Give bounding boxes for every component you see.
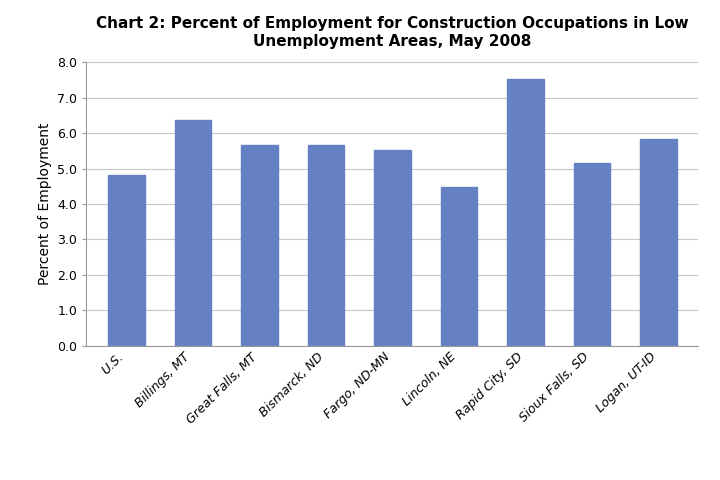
Bar — [108, 175, 145, 346]
Bar — [441, 187, 477, 346]
Bar — [574, 163, 611, 346]
Bar — [374, 150, 410, 346]
Bar — [307, 145, 344, 346]
Bar — [174, 120, 211, 346]
Bar — [241, 145, 278, 346]
Title: Chart 2: Percent of Employment for Construction Occupations in Low
Unemployment : Chart 2: Percent of Employment for Const… — [96, 16, 689, 49]
Bar — [507, 79, 544, 346]
Bar — [640, 139, 677, 346]
Y-axis label: Percent of Employment: Percent of Employment — [38, 123, 52, 285]
